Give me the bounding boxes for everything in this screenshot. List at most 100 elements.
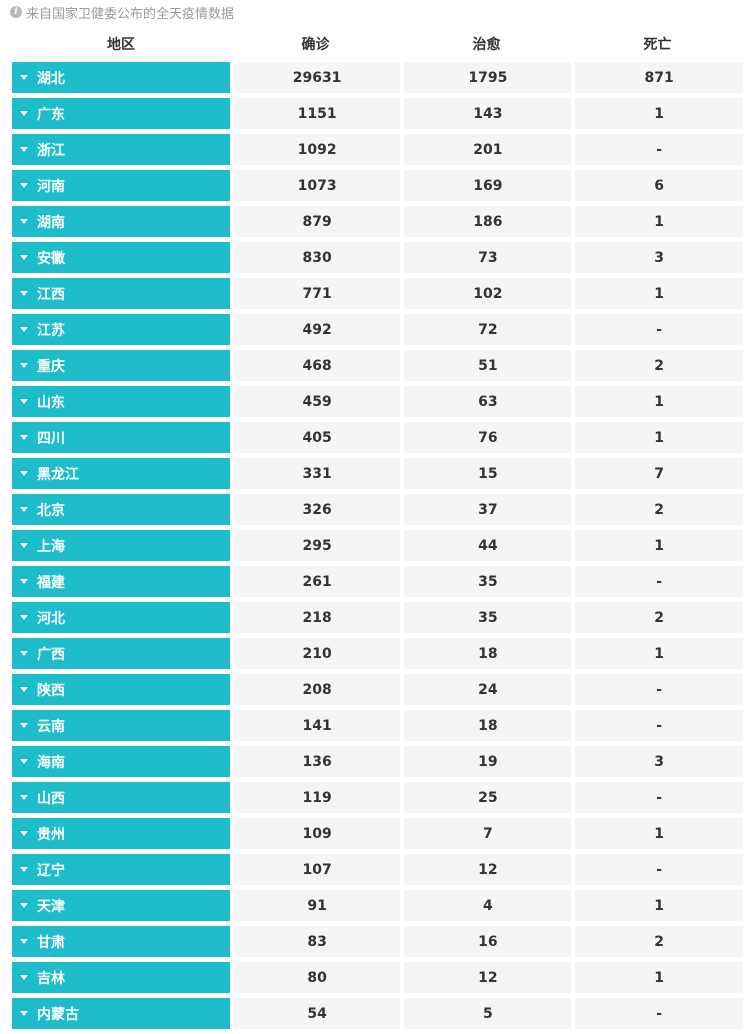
cured-count: 76	[404, 422, 572, 453]
province-expand-toggle[interactable]: 内蒙古	[12, 998, 230, 1029]
province-name: 广东	[37, 106, 65, 123]
cured-count: 16	[404, 926, 572, 957]
header-area: 地区	[107, 37, 135, 53]
province-expand-toggle[interactable]: 云南	[12, 710, 230, 741]
province-expand-toggle[interactable]: 福建	[12, 566, 230, 597]
province-expand-toggle[interactable]: 浙江	[12, 134, 230, 165]
province-expand-toggle[interactable]: 辽宁	[12, 854, 230, 885]
confirmed-count: 1073	[233, 170, 401, 201]
province-expand-toggle[interactable]: 江苏	[12, 314, 230, 345]
province-name: 河南	[37, 178, 65, 195]
province-table: 湖北 29631 1795 871 广东 1151 143 1 浙江 1092 201- 河南 1073…	[12, 62, 743, 1034]
caret-down-icon	[20, 327, 28, 332]
province-expand-toggle[interactable]: 四川	[12, 422, 230, 453]
province-expand-toggle[interactable]: 陕西	[12, 674, 230, 705]
province-expand-toggle[interactable]: 广东	[12, 98, 230, 129]
cured-count: 12	[404, 854, 572, 885]
death-count: 3	[575, 746, 743, 777]
province-expand-toggle[interactable]: 山西	[12, 782, 230, 813]
caret-down-icon	[20, 147, 28, 152]
death-count: 1	[575, 962, 743, 993]
caret-down-icon	[20, 903, 28, 908]
death-count: 1	[575, 890, 743, 921]
caret-down-icon	[20, 183, 28, 188]
province-expand-toggle[interactable]: 吉林	[12, 962, 230, 993]
confirmed-count: 830	[233, 242, 401, 273]
province-expand-toggle[interactable]: 河北	[12, 602, 230, 633]
table-row: 河北 218 35 2	[12, 602, 743, 633]
info-icon: i	[10, 6, 22, 18]
confirmed-count: 80	[233, 962, 401, 993]
province-name: 江西	[37, 286, 65, 303]
province-expand-toggle[interactable]: 黑龙江	[12, 458, 230, 489]
cured-count: 19	[404, 746, 572, 777]
province-name: 辽宁	[37, 862, 65, 879]
province-expand-toggle[interactable]: 天津	[12, 890, 230, 921]
province-name: 四川	[37, 430, 65, 447]
confirmed-count: 107	[233, 854, 401, 885]
province-name: 湖南	[37, 214, 65, 231]
province-expand-toggle[interactable]: 江西	[12, 278, 230, 309]
caret-down-icon	[20, 939, 28, 944]
table-row: 山西 119 25-	[12, 782, 743, 813]
confirmed-count: 326	[233, 494, 401, 525]
death-count: -	[575, 854, 743, 885]
province-expand-toggle[interactable]: 湖南	[12, 206, 230, 237]
cured-count: 63	[404, 386, 572, 417]
cured-count: 15	[404, 458, 572, 489]
province-expand-toggle[interactable]: 重庆	[12, 350, 230, 381]
cured-count: 201	[404, 134, 572, 165]
cured-count: 35	[404, 602, 572, 633]
cured-count: 72	[404, 314, 572, 345]
caret-down-icon	[20, 543, 28, 548]
cured-count: 143	[404, 98, 572, 129]
province-expand-toggle[interactable]: 上海	[12, 530, 230, 561]
province-name: 海南	[37, 754, 65, 771]
data-source-note: i 来自国家卫健委公布的全天疫情数据	[10, 3, 234, 22]
table-row: 广东 1151 143 1	[12, 98, 743, 129]
province-expand-toggle[interactable]: 广西	[12, 638, 230, 669]
confirmed-count: 468	[233, 350, 401, 381]
province-expand-toggle[interactable]: 甘肃	[12, 926, 230, 957]
caret-down-icon	[20, 291, 28, 296]
table-row: 河南 1073 169 6	[12, 170, 743, 201]
death-count: -	[575, 134, 743, 165]
cured-count: 37	[404, 494, 572, 525]
cured-count: 18	[404, 710, 572, 741]
death-count: 871	[575, 62, 743, 93]
caret-down-icon	[20, 75, 28, 80]
province-expand-toggle[interactable]: 安徽	[12, 242, 230, 273]
province-expand-toggle[interactable]: 北京	[12, 494, 230, 525]
confirmed-count: 136	[233, 746, 401, 777]
province-expand-toggle[interactable]: 河南	[12, 170, 230, 201]
table-row: 陕西 208 24-	[12, 674, 743, 705]
province-name: 吉林	[37, 970, 65, 987]
confirmed-count: 1151	[233, 98, 401, 129]
table-row: 辽宁 107 12-	[12, 854, 743, 885]
table-row: 上海 295 44 1	[12, 530, 743, 561]
caret-down-icon	[20, 651, 28, 656]
death-count: 1	[575, 278, 743, 309]
province-name: 黑龙江	[37, 466, 79, 483]
confirmed-count: 210	[233, 638, 401, 669]
province-name: 天津	[37, 898, 65, 915]
table-row: 湖南 879 186 1	[12, 206, 743, 237]
province-name: 福建	[37, 574, 65, 591]
province-name: 山东	[37, 394, 65, 411]
province-name: 广西	[37, 646, 65, 663]
province-name: 河北	[37, 610, 65, 627]
confirmed-count: 331	[233, 458, 401, 489]
province-expand-toggle[interactable]: 海南	[12, 746, 230, 777]
caret-down-icon	[20, 831, 28, 836]
confirmed-count: 141	[233, 710, 401, 741]
table-row: 海南 136 19 3	[12, 746, 743, 777]
province-expand-toggle[interactable]: 湖北	[12, 62, 230, 93]
table-row: 黑龙江 331 15 7	[12, 458, 743, 489]
caret-down-icon	[20, 615, 28, 620]
province-expand-toggle[interactable]: 山东	[12, 386, 230, 417]
death-count: 3	[575, 242, 743, 273]
caret-down-icon	[20, 219, 28, 224]
death-count: 1	[575, 818, 743, 849]
province-expand-toggle[interactable]: 贵州	[12, 818, 230, 849]
cured-count: 12	[404, 962, 572, 993]
